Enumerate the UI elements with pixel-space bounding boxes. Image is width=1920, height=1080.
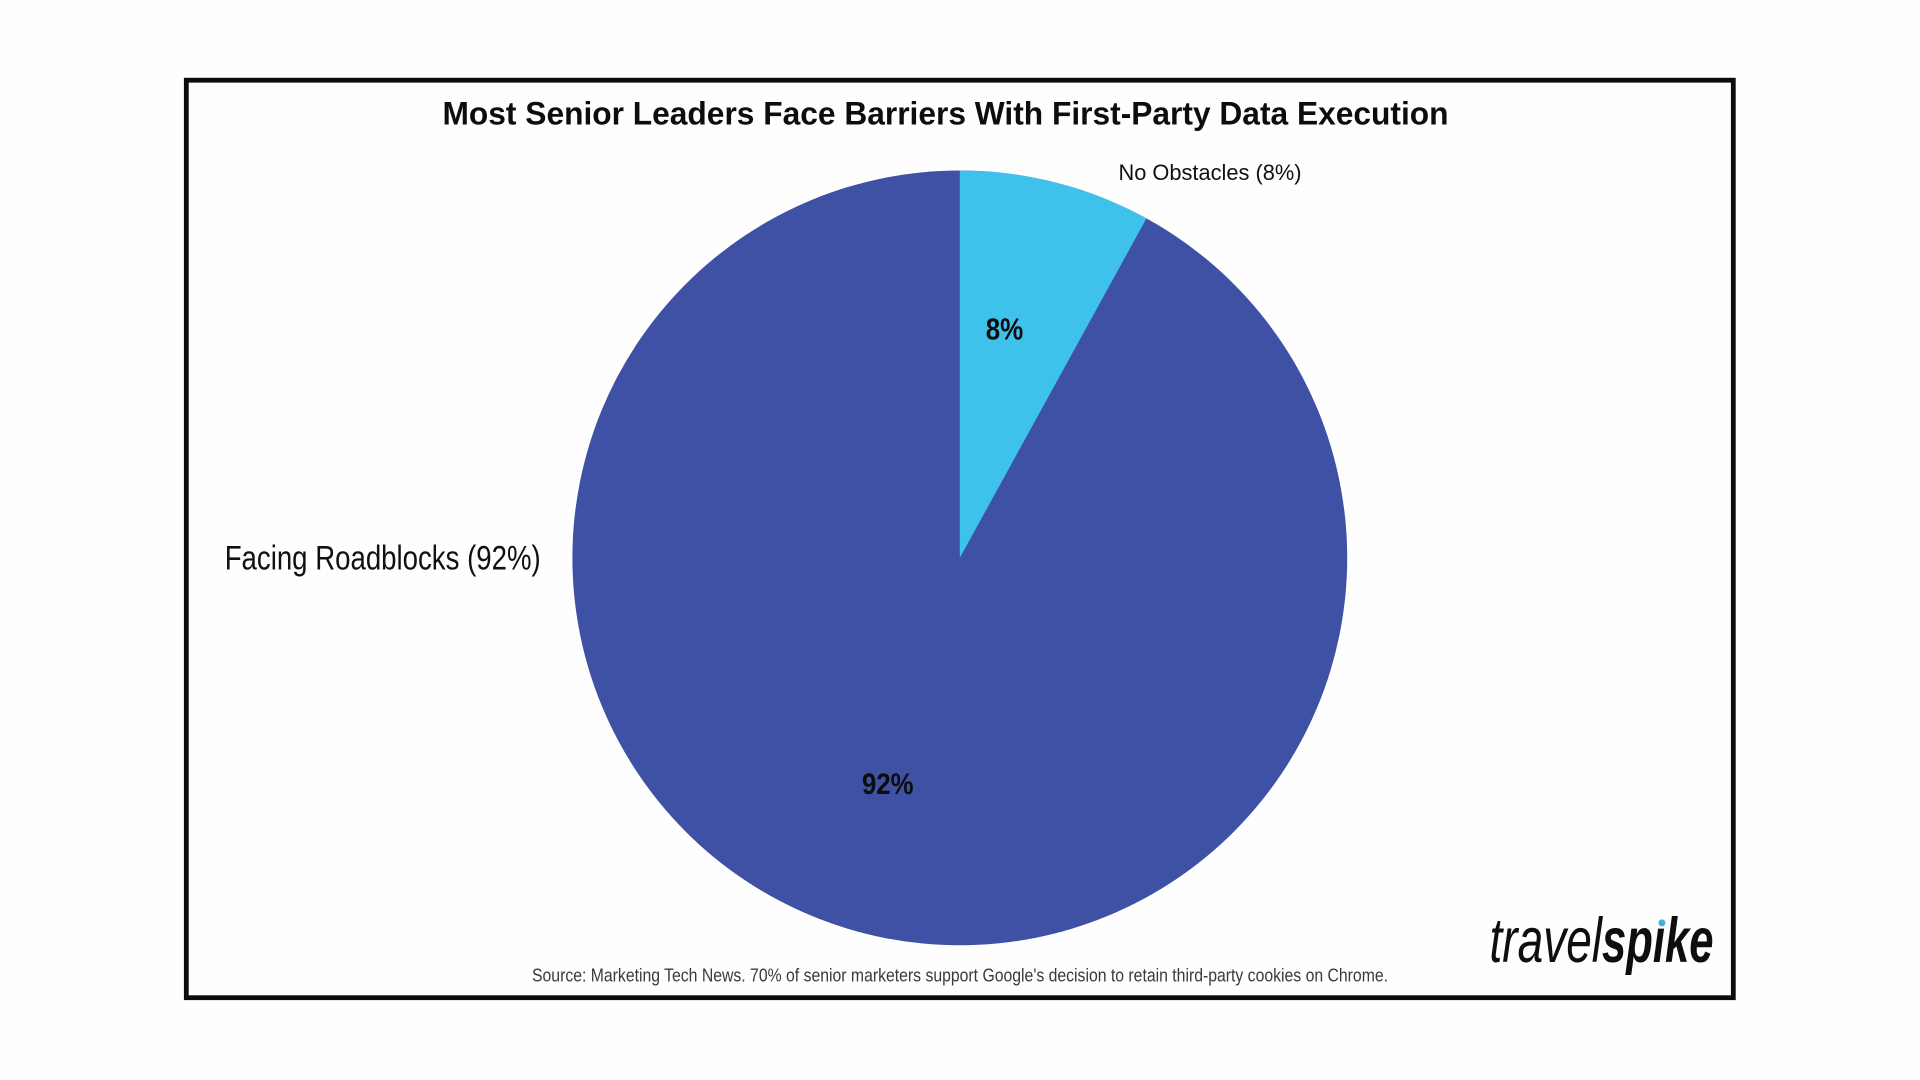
svg-text:No Obstacles (8%): No Obstacles (8%) [1119,160,1302,185]
svg-text:Facing Roadblocks (92%): Facing Roadblocks (92%) [225,539,541,577]
svg-text:Source: Marketing Tech News. 7: Source: Marketing Tech News. 70% of seni… [532,965,1388,985]
svg-text:travel: travel [1490,906,1604,976]
svg-text:8%: 8% [986,313,1024,347]
svg-text:Most Senior Leaders Face Barri: Most Senior Leaders Face Barriers With F… [443,95,1449,131]
svg-text:92%: 92% [862,768,914,801]
svg-text:spıke: spıke [1602,906,1714,976]
